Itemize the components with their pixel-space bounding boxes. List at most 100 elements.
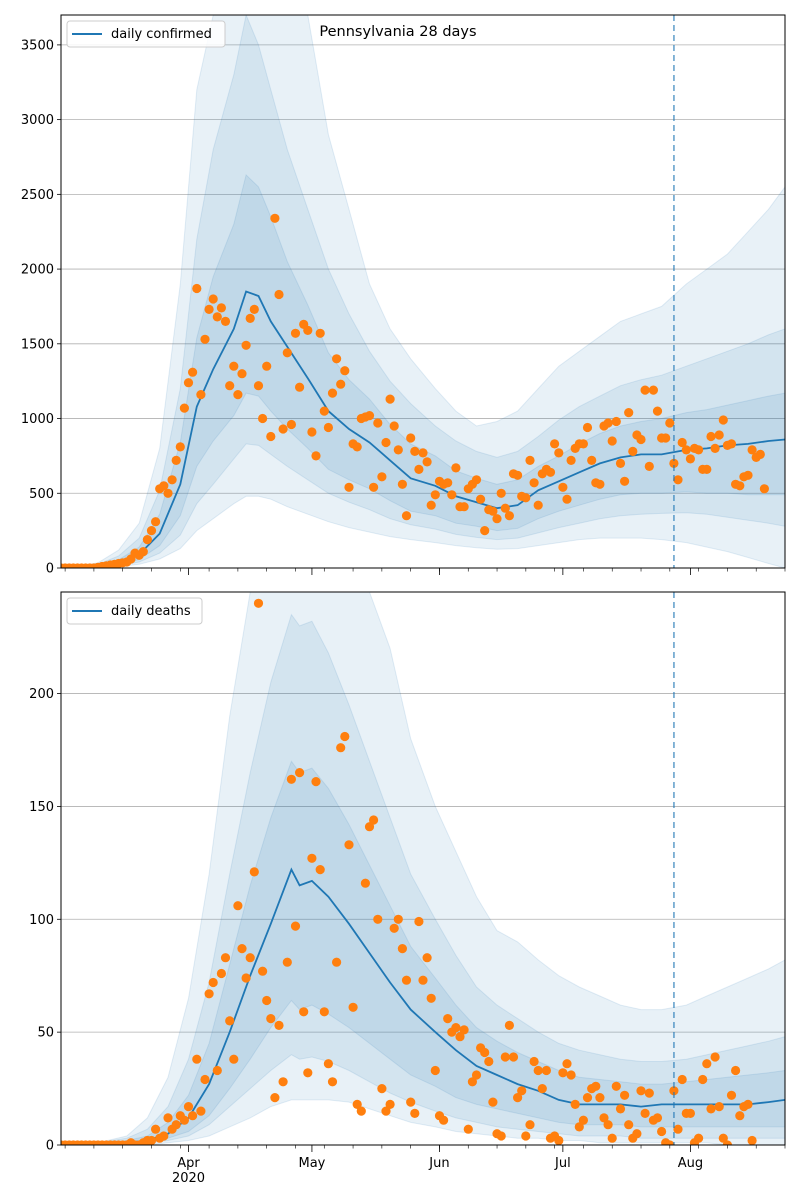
observed-point	[484, 1056, 494, 1067]
observed-point	[216, 968, 226, 979]
observed-point	[410, 1108, 420, 1118]
observed-point	[397, 944, 407, 954]
observed-point	[418, 448, 428, 458]
observed-point	[665, 1140, 675, 1145]
observed-point	[652, 1113, 663, 1123]
deaths-x-ticks	[64, 1145, 786, 1152]
observed-point	[455, 1032, 465, 1042]
observed-point	[587, 455, 597, 465]
y-tick-label: 2500	[21, 188, 54, 203]
confirmed-uncertainty-bands	[61, 15, 785, 568]
deaths-axes-frame	[60, 591, 786, 1146]
observed-point	[476, 494, 486, 504]
observed-point	[780, 0, 789, 5]
observed-point	[332, 957, 342, 967]
observed-point	[677, 1074, 687, 1085]
observed-point	[702, 464, 712, 474]
observed-point	[336, 743, 346, 753]
observed-point	[295, 768, 305, 778]
observed-point	[735, 481, 745, 491]
observed-point	[620, 1090, 630, 1100]
observed-point	[393, 445, 403, 455]
observed-point	[735, 1111, 745, 1121]
observed-point	[430, 490, 440, 500]
observed-point	[389, 421, 399, 431]
observed-point	[525, 1120, 535, 1130]
observed-point	[188, 367, 198, 377]
observed-point	[196, 390, 206, 400]
observed-point	[200, 1074, 210, 1085]
y-tick-label: 0	[46, 562, 54, 577]
observed-point	[636, 434, 646, 445]
observed-point	[212, 312, 222, 322]
confirmed-model-line	[61, 290, 785, 568]
observed-point	[706, 1104, 716, 1114]
observed-point	[582, 1093, 593, 1103]
observed-point	[496, 488, 506, 498]
observed-point	[167, 475, 177, 485]
y-tick-label: 3500	[21, 38, 54, 53]
observed-point	[307, 853, 317, 863]
observed-point	[266, 1014, 276, 1024]
observed-point	[307, 427, 317, 437]
observed-point	[225, 381, 235, 391]
observed-point	[492, 514, 502, 524]
observed-point	[582, 422, 593, 433]
observed-point	[245, 953, 255, 963]
observed-point	[188, 1111, 198, 1121]
observed-point	[632, 1129, 642, 1139]
observed-point	[471, 475, 482, 485]
observed-point	[163, 488, 173, 498]
observed-point	[760, 0, 769, 5]
observed-point	[389, 923, 399, 933]
observed-point	[253, 598, 264, 608]
y-tick-label: 50	[37, 1026, 54, 1041]
observed-point	[624, 408, 634, 418]
observed-point	[521, 493, 531, 503]
observed-point	[640, 1108, 650, 1118]
observed-point	[628, 446, 638, 456]
observed-point	[295, 382, 305, 392]
observed-point	[599, 1113, 609, 1123]
observed-point	[570, 1099, 580, 1109]
deaths-observed-points	[61, 0, 789, 1145]
observed-point	[249, 867, 259, 877]
observed-point	[237, 944, 247, 954]
observed-point	[644, 1088, 654, 1098]
observed-point	[611, 1081, 621, 1091]
observed-point	[171, 455, 181, 465]
deaths-legend-box	[66, 597, 203, 625]
uncertainty-band	[61, 592, 785, 1145]
observed-point	[513, 470, 523, 480]
observed-point	[352, 442, 362, 452]
observed-point	[644, 461, 654, 471]
observed-point	[550, 439, 560, 449]
confirmed-observed-points	[61, 0, 781, 568]
observed-point	[764, 0, 773, 5]
observed-point	[525, 455, 535, 465]
observed-point	[443, 1014, 453, 1024]
observed-point	[418, 975, 428, 985]
observed-point	[266, 431, 276, 442]
uncertainty-band	[61, 760, 785, 1145]
observed-point	[377, 1084, 387, 1094]
month-label: Jul	[554, 1156, 571, 1171]
deaths-legend: daily deaths	[66, 597, 203, 625]
observed-point	[772, 0, 781, 5]
uncertainty-band	[61, 173, 785, 568]
observed-point	[204, 989, 214, 999]
observed-point	[262, 995, 272, 1006]
observed-point	[776, 0, 785, 5]
observed-point	[759, 484, 770, 494]
observed-point	[673, 1124, 683, 1134]
observed-point	[562, 1059, 572, 1069]
observed-point	[401, 511, 412, 521]
observed-point	[311, 777, 321, 787]
observed-point	[229, 1054, 239, 1064]
observed-point	[714, 430, 724, 440]
observed-point	[274, 289, 284, 300]
observed-point	[504, 511, 514, 521]
observed-point	[364, 411, 375, 421]
observed-point	[463, 1124, 473, 1134]
confirmed-legend-box	[66, 20, 226, 48]
